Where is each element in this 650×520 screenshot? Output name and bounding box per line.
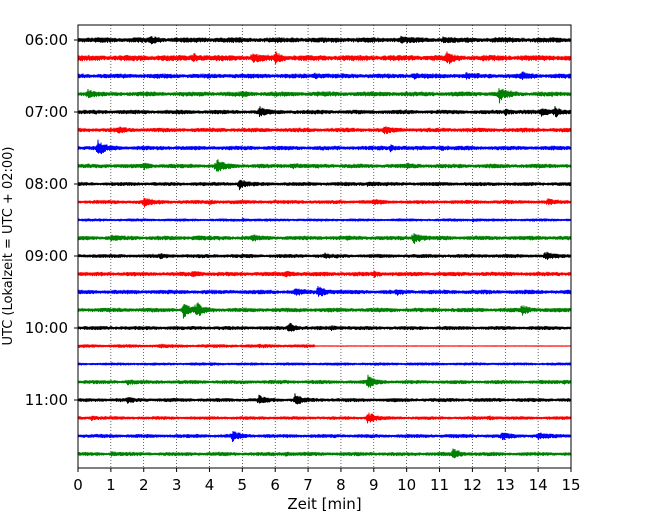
trace-1130 <box>77 430 572 443</box>
x-tick-label: 14 <box>529 476 548 494</box>
x-axis-label: Zeit [min] <box>287 495 361 513</box>
x-tick-label: 5 <box>238 476 248 494</box>
x-axis-ticks: 0 1 2 3 4 5 6 7 8 9 10 11 12 13 14 15 <box>73 468 581 494</box>
trace-0845 <box>77 232 572 244</box>
trace-1015 <box>77 343 572 349</box>
y-tick-label: 11:00 <box>25 391 68 409</box>
x-tick-label: 11 <box>430 476 449 494</box>
y-axis-ticks: 06:00 07:00 08:00 09:00 10:00 11:00 <box>25 31 78 409</box>
y-tick-label: 10:00 <box>25 319 68 337</box>
trace-1115 <box>77 412 572 424</box>
y-tick-label: 09:00 <box>25 247 68 265</box>
trace-0730 <box>77 139 572 155</box>
trace-0930 <box>77 285 572 297</box>
x-tick-label: 2 <box>139 476 149 494</box>
seismic-traces <box>77 35 572 459</box>
trace-0645 <box>77 87 572 104</box>
y-tick-label: 07:00 <box>25 103 68 121</box>
y-tick-label: 06:00 <box>25 31 68 49</box>
x-tick-label: 0 <box>73 476 83 494</box>
x-tick-label: 10 <box>397 476 416 494</box>
trace-0915 <box>77 270 572 278</box>
trace-0600 <box>77 35 572 45</box>
x-tick-label: 1 <box>106 476 116 494</box>
x-tick-label: 13 <box>496 476 515 494</box>
x-tick-label: 15 <box>561 476 580 494</box>
trace-0700 <box>77 106 572 118</box>
x-tick-label: 9 <box>369 476 379 494</box>
trace-1030 <box>77 362 572 366</box>
trace-0945 <box>77 302 572 319</box>
trace-0900 <box>77 251 572 261</box>
x-tick-label: 8 <box>336 476 346 494</box>
trace-0615 <box>77 51 572 65</box>
x-tick-label: 12 <box>463 476 482 494</box>
x-tick-label: 7 <box>303 476 313 494</box>
trace-0745 <box>77 159 572 172</box>
trace-0830 <box>77 217 572 223</box>
trace-0630 <box>77 71 572 81</box>
trace-0800 <box>77 179 572 191</box>
trace-1000 <box>77 322 572 332</box>
x-tick-label: 6 <box>270 476 280 494</box>
x-tick-label: 3 <box>172 476 182 494</box>
trace-1100 <box>77 393 572 405</box>
grid-lines <box>110 25 539 468</box>
x-tick-label: 4 <box>205 476 215 494</box>
plot-frame <box>77 24 572 469</box>
y-axis-label: UTC (Lokalzeit = UTC + 02:00) <box>1 147 16 346</box>
trace-1145 <box>77 448 572 459</box>
trace-0715 <box>77 126 572 135</box>
trace-0815 <box>77 197 572 208</box>
y-tick-label: 08:00 <box>25 175 68 193</box>
trace-1045 <box>77 374 572 388</box>
